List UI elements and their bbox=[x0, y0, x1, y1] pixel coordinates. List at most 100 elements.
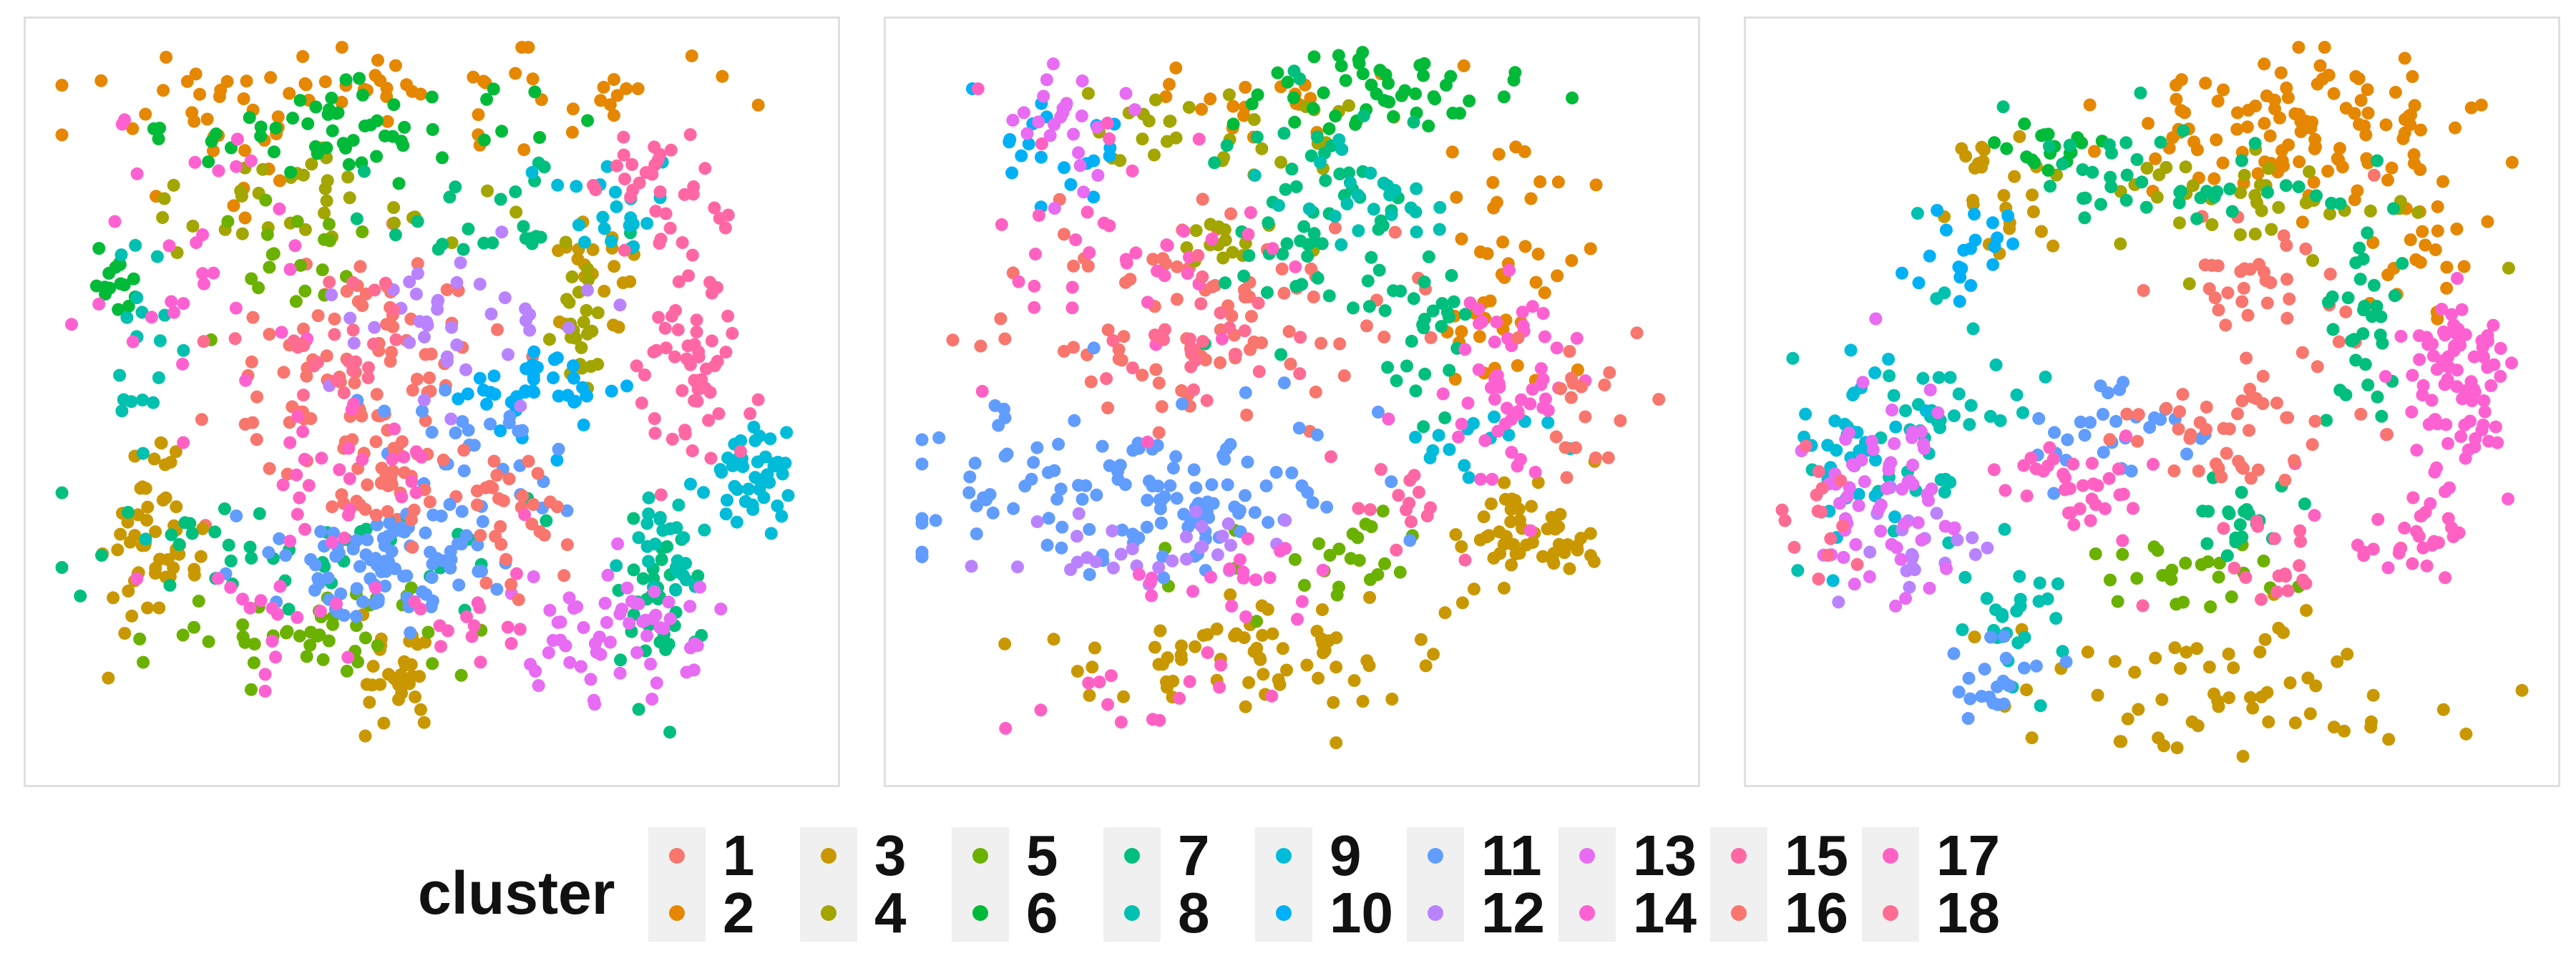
point-cluster-2 bbox=[2149, 152, 2162, 165]
point-cluster-17 bbox=[1987, 463, 2001, 477]
point-cluster-7 bbox=[2177, 124, 2190, 137]
point-cluster-5 bbox=[1298, 579, 1311, 592]
point-cluster-4 bbox=[1169, 131, 1183, 145]
point-cluster-10 bbox=[1968, 208, 1981, 221]
point-cluster-4 bbox=[156, 211, 170, 224]
point-cluster-14 bbox=[2484, 379, 2498, 392]
point-cluster-8 bbox=[1952, 387, 1966, 401]
legend-label-14: 14 bbox=[1633, 881, 1697, 945]
point-cluster-17 bbox=[1146, 713, 1159, 726]
cluster-18-points bbox=[197, 275, 403, 402]
point-cluster-8 bbox=[1272, 199, 1285, 213]
point-cluster-8 bbox=[153, 334, 167, 348]
point-cluster-17 bbox=[1035, 137, 1048, 150]
point-cluster-2 bbox=[1457, 59, 1470, 72]
point-cluster-3 bbox=[149, 525, 162, 539]
point-cluster-17 bbox=[1181, 267, 1194, 280]
point-cluster-18 bbox=[346, 275, 360, 289]
point-cluster-6 bbox=[109, 260, 122, 274]
point-cluster-2 bbox=[2361, 107, 2375, 119]
point-cluster-1 bbox=[1115, 353, 1128, 367]
point-cluster-2 bbox=[2275, 144, 2288, 157]
point-cluster-8 bbox=[1989, 358, 2003, 371]
point-cluster-6 bbox=[1352, 53, 1365, 67]
point-cluster-12 bbox=[454, 256, 467, 270]
point-cluster-18 bbox=[1184, 360, 1198, 374]
point-cluster-7 bbox=[1219, 276, 1232, 290]
point-cluster-15 bbox=[690, 313, 703, 327]
point-cluster-14 bbox=[1475, 315, 1489, 328]
point-cluster-8 bbox=[2018, 630, 2031, 644]
point-cluster-14 bbox=[2439, 418, 2453, 431]
point-cluster-17 bbox=[341, 508, 355, 522]
point-cluster-12 bbox=[502, 348, 514, 361]
point-cluster-10 bbox=[1087, 154, 1101, 167]
point-cluster-15 bbox=[686, 248, 699, 262]
point-cluster-6 bbox=[1356, 67, 1370, 81]
point-cluster-13 bbox=[1865, 434, 1879, 448]
point-cluster-11 bbox=[2017, 661, 2031, 675]
point-cluster-18 bbox=[346, 364, 360, 378]
point-cluster-8 bbox=[1786, 351, 1800, 365]
point-cluster-12 bbox=[1030, 515, 1044, 529]
point-cluster-1 bbox=[1360, 319, 1373, 333]
point-cluster-7 bbox=[614, 653, 628, 667]
point-cluster-2 bbox=[2207, 172, 2221, 185]
point-cluster-4 bbox=[2502, 261, 2515, 275]
point-cluster-18 bbox=[1200, 394, 1214, 407]
point-cluster-11 bbox=[230, 509, 243, 522]
point-cluster-11 bbox=[1027, 456, 1040, 469]
point-cluster-16 bbox=[499, 552, 513, 566]
point-cluster-8 bbox=[2051, 577, 2064, 590]
point-cluster-10 bbox=[1931, 204, 1944, 217]
point-cluster-1 bbox=[311, 309, 325, 323]
point-cluster-5 bbox=[356, 225, 369, 238]
point-cluster-11 bbox=[1169, 450, 1183, 464]
point-cluster-14 bbox=[2465, 394, 2479, 408]
point-cluster-6 bbox=[1507, 74, 1521, 87]
point-cluster-13 bbox=[628, 596, 642, 610]
point-cluster-9 bbox=[600, 160, 614, 173]
point-cluster-8 bbox=[1938, 485, 1951, 499]
point-cluster-8 bbox=[139, 532, 152, 546]
point-cluster-6 bbox=[1422, 119, 1435, 133]
point-cluster-10 bbox=[452, 392, 465, 406]
legend-key-11 bbox=[1407, 827, 1464, 884]
point-cluster-7 bbox=[1319, 174, 1332, 187]
point-cluster-2 bbox=[1551, 269, 1564, 283]
point-cluster-3 bbox=[1316, 637, 1330, 650]
point-cluster-11 bbox=[459, 529, 473, 542]
point-cluster-7 bbox=[1409, 384, 1423, 398]
point-cluster-6 bbox=[1335, 59, 1348, 73]
point-cluster-11 bbox=[381, 530, 395, 542]
point-cluster-12 bbox=[368, 321, 381, 334]
point-cluster-2 bbox=[1486, 176, 1500, 189]
point-cluster-11 bbox=[385, 545, 399, 558]
point-cluster-3 bbox=[1237, 631, 1251, 645]
point-cluster-2 bbox=[2333, 142, 2346, 155]
point-cluster-13 bbox=[1922, 494, 1935, 507]
point-cluster-8 bbox=[1916, 371, 1930, 385]
point-cluster-12 bbox=[1107, 561, 1120, 575]
point-cluster-3 bbox=[141, 601, 155, 615]
point-cluster-14 bbox=[1550, 341, 1563, 355]
point-cluster-7 bbox=[243, 540, 257, 554]
point-cluster-3 bbox=[1449, 528, 1463, 542]
point-cluster-6 bbox=[1446, 107, 1460, 120]
point-cluster-3 bbox=[597, 284, 611, 298]
point-cluster-7 bbox=[2339, 388, 2353, 401]
point-cluster-15 bbox=[671, 323, 685, 336]
point-cluster-7 bbox=[530, 230, 543, 243]
point-cluster-12 bbox=[417, 394, 431, 407]
point-cluster-6 bbox=[1463, 94, 1476, 108]
point-cluster-14 bbox=[1458, 343, 1472, 356]
point-cluster-6 bbox=[495, 125, 509, 138]
point-cluster-5 bbox=[2179, 557, 2192, 570]
point-cluster-14 bbox=[162, 239, 176, 253]
point-cluster-1 bbox=[2296, 346, 2309, 359]
point-cluster-7 bbox=[1376, 219, 1390, 233]
point-cluster-11 bbox=[1301, 486, 1314, 499]
point-cluster-1 bbox=[1152, 376, 1166, 390]
point-cluster-13 bbox=[1077, 185, 1091, 199]
point-cluster-14 bbox=[1474, 472, 1488, 486]
